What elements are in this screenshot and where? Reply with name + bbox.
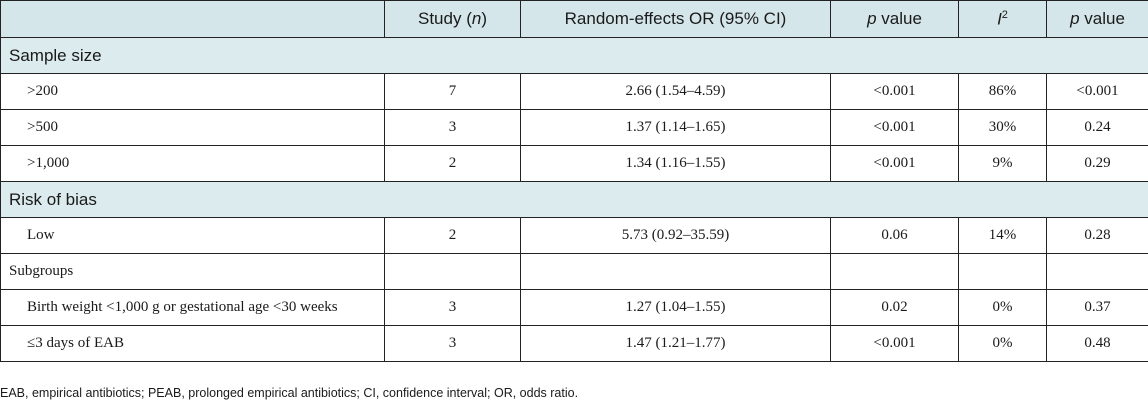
cell-p: 0.02: [830, 289, 959, 326]
cell-p2: 0.24: [1046, 109, 1148, 146]
cell-study: 3: [384, 109, 521, 146]
table-row: >1,000 2 1.34 (1.16–1.55) <0.001 9% 0.29: [0, 145, 1148, 182]
cell-p: <0.001: [830, 109, 959, 146]
cell-empty: [830, 253, 959, 290]
cell-p2: 0.28: [1046, 217, 1148, 254]
cell-or: 2.66 (1.54–4.59): [520, 73, 831, 110]
section-row-risk-of-bias: Risk of bias: [0, 181, 1148, 218]
section-title: Sample size: [0, 37, 1148, 74]
cell-p2: 0.48: [1046, 325, 1148, 362]
cell-i2: 0%: [958, 325, 1047, 362]
cell-p: <0.001: [830, 145, 959, 182]
cell-i2: 0%: [958, 289, 1047, 326]
subgroups-title: Subgroups: [0, 253, 385, 290]
header-or: Random-effects OR (95% CI): [520, 0, 831, 38]
cell-study: 7: [384, 73, 521, 110]
cell-study: 2: [384, 145, 521, 182]
row-label: Birth weight <1,000 g or gestational age…: [0, 289, 385, 326]
cell-empty: [958, 253, 1047, 290]
table-row: ≤3 days of EAB 3 1.47 (1.21–1.77) <0.001…: [0, 325, 1148, 362]
section-row-sample-size: Sample size: [0, 37, 1148, 74]
section-title: Risk of bias: [0, 181, 1148, 218]
header-p-value: p value: [830, 0, 959, 38]
row-label: >200: [0, 73, 385, 110]
cell-p2: 0.37: [1046, 289, 1148, 326]
header-p-value-2: p value: [1046, 0, 1148, 38]
table-row: Birth weight <1,000 g or gestational age…: [0, 289, 1148, 326]
table-row: Low 2 5.73 (0.92–35.59) 0.06 14% 0.28: [0, 217, 1148, 254]
cell-p: 0.06: [830, 217, 959, 254]
cell-empty: [384, 253, 521, 290]
row-label: >1,000: [0, 145, 385, 182]
header-study: Study (n): [384, 0, 521, 38]
cell-study: 3: [384, 289, 521, 326]
cell-empty: [520, 253, 831, 290]
row-label: Low: [0, 217, 385, 254]
cell-study: 3: [384, 325, 521, 362]
cell-p2: 0.29: [1046, 145, 1148, 182]
header-i2: I2: [958, 0, 1047, 38]
cell-p: <0.001: [830, 73, 959, 110]
cell-i2: 14%: [958, 217, 1047, 254]
table-row: >500 3 1.37 (1.14–1.65) <0.001 30% 0.24: [0, 109, 1148, 146]
subgroups-row: Subgroups: [0, 253, 1148, 290]
cell-or: 5.73 (0.92–35.59): [520, 217, 831, 254]
row-label: ≤3 days of EAB: [0, 325, 385, 362]
cell-empty: [1046, 253, 1148, 290]
cell-or: 1.34 (1.16–1.55): [520, 145, 831, 182]
cell-p2: <0.001: [1046, 73, 1148, 110]
cell-study: 2: [384, 217, 521, 254]
header-empty: [0, 0, 385, 38]
cell-i2: 30%: [958, 109, 1047, 146]
cell-p: <0.001: [830, 325, 959, 362]
results-table: Study (n) Random-effects OR (95% CI) p v…: [0, 0, 1148, 362]
cell-or: 1.47 (1.21–1.77): [520, 325, 831, 362]
cell-or: 1.37 (1.14–1.65): [520, 109, 831, 146]
table-row: >200 7 2.66 (1.54–4.59) <0.001 86% <0.00…: [0, 73, 1148, 110]
cell-or: 1.27 (1.04–1.55): [520, 289, 831, 326]
table-footnote: EAB, empirical antibiotics; PEAB, prolon…: [0, 386, 579, 400]
header-row: Study (n) Random-effects OR (95% CI) p v…: [0, 0, 1148, 38]
cell-i2: 86%: [958, 73, 1047, 110]
cell-i2: 9%: [958, 145, 1047, 182]
row-label: >500: [0, 109, 385, 146]
